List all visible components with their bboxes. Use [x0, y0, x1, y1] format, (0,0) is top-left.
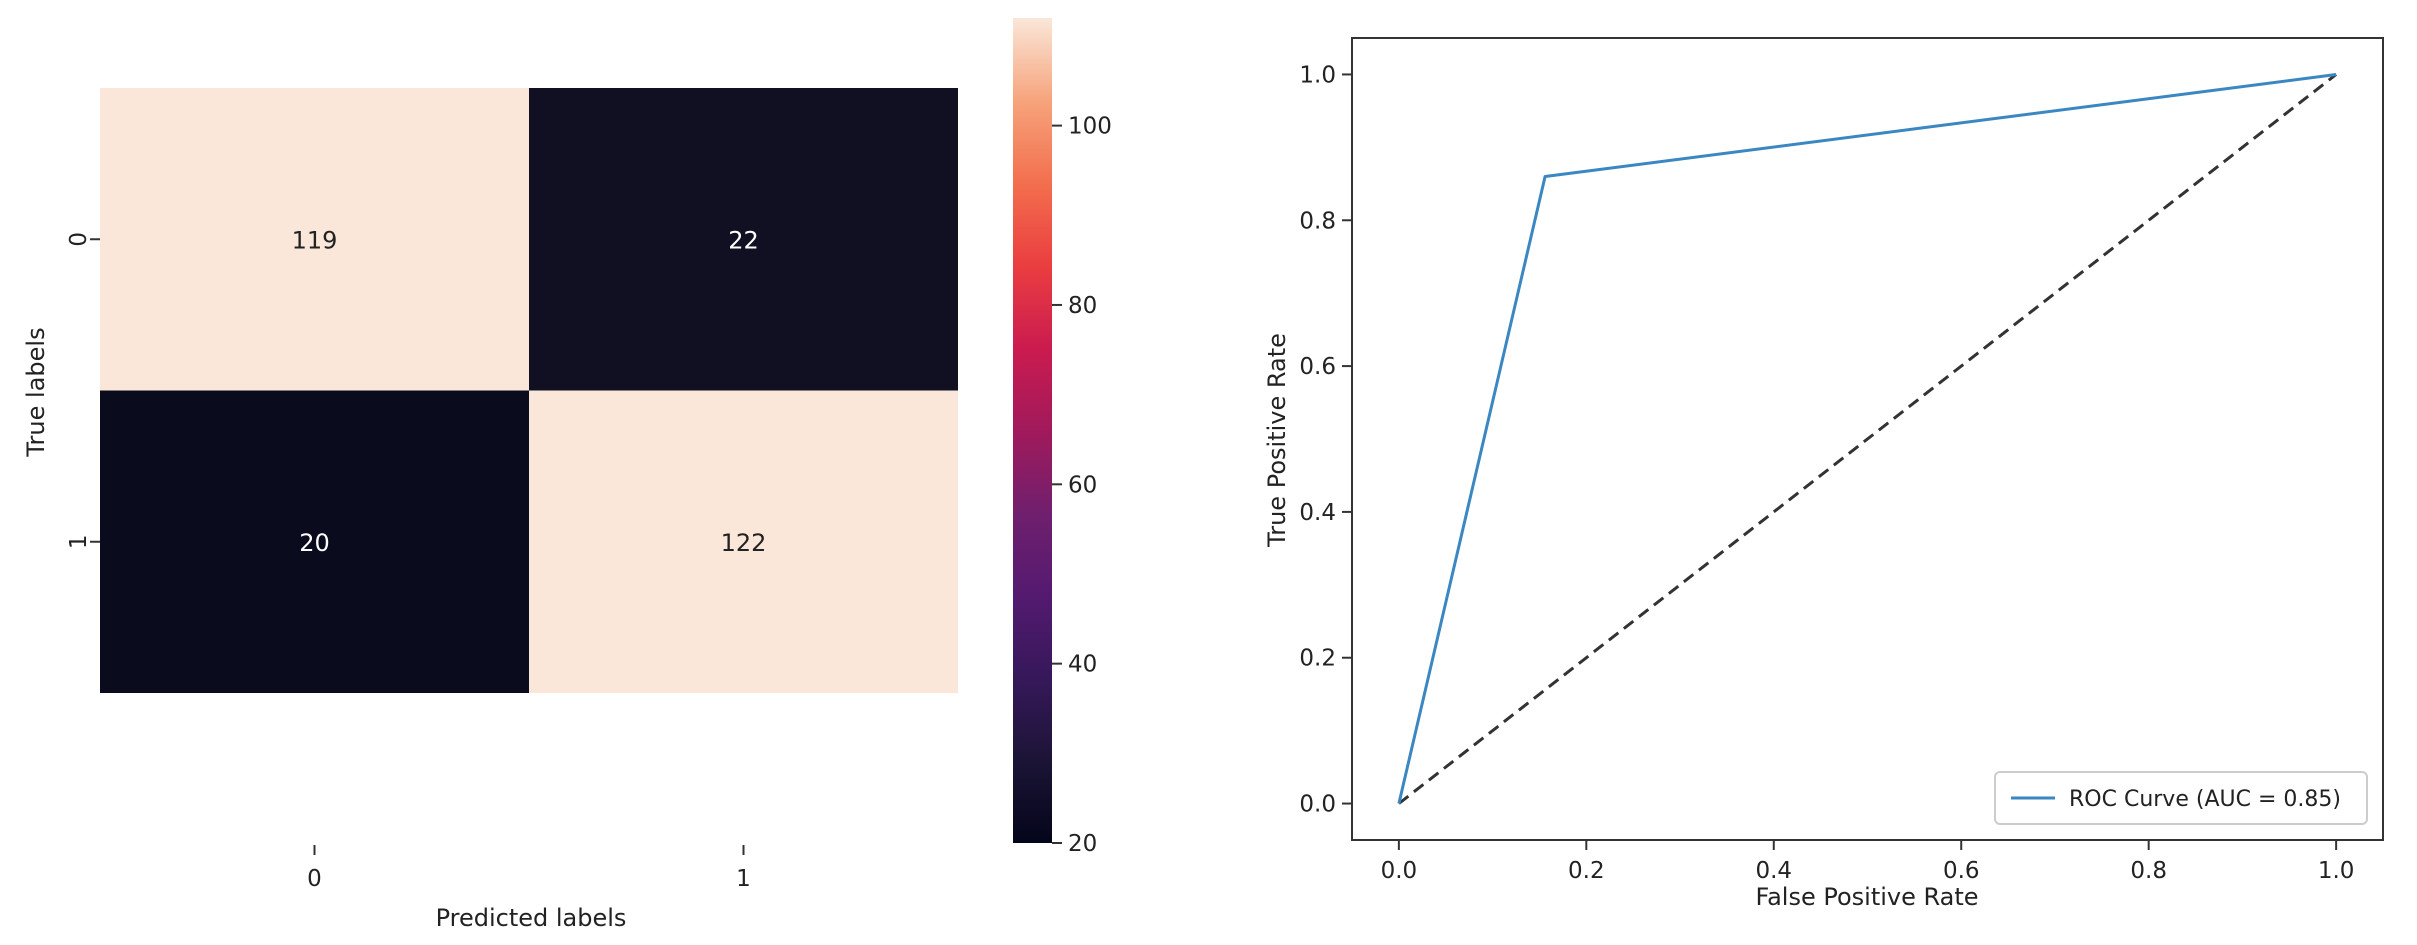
heatmap-cell-1-1: [529, 390, 958, 693]
roc-y-tick-label: 0.4: [1299, 500, 1336, 526]
heatmap-y-tick-label: 0: [66, 232, 92, 247]
heatmap-y-axis-label: True labels: [22, 327, 50, 457]
colorbar-ticks: 20 40 60 80 100: [1052, 114, 1112, 857]
heatmap-cells: 119 22 20 122: [100, 88, 958, 693]
roc-x-tick-label: 0.2: [1568, 858, 1605, 884]
roc-x-tick-label: 1.0: [2318, 858, 2355, 884]
roc-ticks: 0.0 0.2 0.4 0.6 0.8 1.0 0.0 0.2 0.4 0.6 0.8 1.0: [1299, 62, 2354, 884]
heatmap-x-tick-label: 1: [736, 866, 751, 892]
colorbar-gradient: [1013, 18, 1052, 843]
roc-x-tick-label: 0.0: [1381, 858, 1418, 884]
roc-y-axis-label: True Positive Rate: [1263, 333, 1291, 548]
colorbar-tick-label: 80: [1068, 293, 1097, 319]
colorbar-tick-label: 20: [1068, 831, 1097, 857]
heatmap-x-axis-label: Predicted labels: [436, 904, 627, 932]
roc-x-tick-label: 0.4: [1755, 858, 1792, 884]
roc-legend-label: ROC Curve (AUC = 0.85): [2069, 787, 2341, 812]
roc-curve-line: [1397, 73, 2337, 804]
roc-x-tick-label: 0.8: [2130, 858, 2167, 884]
roc-y-tick-label: 0.2: [1299, 646, 1336, 672]
colorbar-tick-label: 40: [1068, 652, 1097, 678]
roc-legend: ROC Curve (AUC = 0.85): [1994, 771, 2368, 825]
colorbar-tick-label: 60: [1068, 472, 1097, 498]
heatmap-cell-0-1: [529, 88, 958, 391]
roc-chance-line: [1397, 73, 2338, 805]
colorbar: 20 40 60 80 100: [1013, 18, 1112, 857]
heatmap-cell-label-1-0: 20: [299, 529, 330, 557]
heatmap-ticks: 0 1 0 1: [66, 232, 751, 892]
heatmap-y-tick-label: 1: [66, 534, 92, 549]
heatmap-x-tick-label: 0: [307, 866, 322, 892]
roc-chart: 0.0 0.2 0.4 0.6 0.8 1.0 0.0 0.2 0.4 0.6 0.8 1.0 Fal…: [1263, 37, 2384, 911]
roc-legend-box: [1994, 771, 2368, 825]
roc-x-axis-label: False Positive Rate: [1755, 883, 1978, 911]
colorbar-tick-label: 100: [1068, 114, 1112, 140]
roc-x-tick-label: 0.6: [1943, 858, 1980, 884]
roc-lines: [1397, 73, 2338, 805]
heatmap-cell-1-0: [100, 390, 529, 693]
heatmap-cell-label-1-1: 122: [721, 529, 767, 557]
roc-y-tick-label: 0.0: [1299, 792, 1336, 818]
roc-y-tick-label: 1.0: [1299, 62, 1336, 88]
roc-y-tick-label: 0.6: [1299, 354, 1336, 380]
heatmap-cell-label-0-1: 22: [728, 226, 759, 254]
confusion-matrix-heatmap: 119 22 20 122 0 1 0 1 Predicted labels True la…: [22, 88, 958, 932]
heatmap-cell-label-0-0: 119: [292, 226, 338, 254]
roc-plot-frame: [1351, 37, 2384, 841]
heatmap-cell-0-0: [100, 88, 529, 391]
roc-y-tick-label: 0.8: [1299, 208, 1336, 234]
